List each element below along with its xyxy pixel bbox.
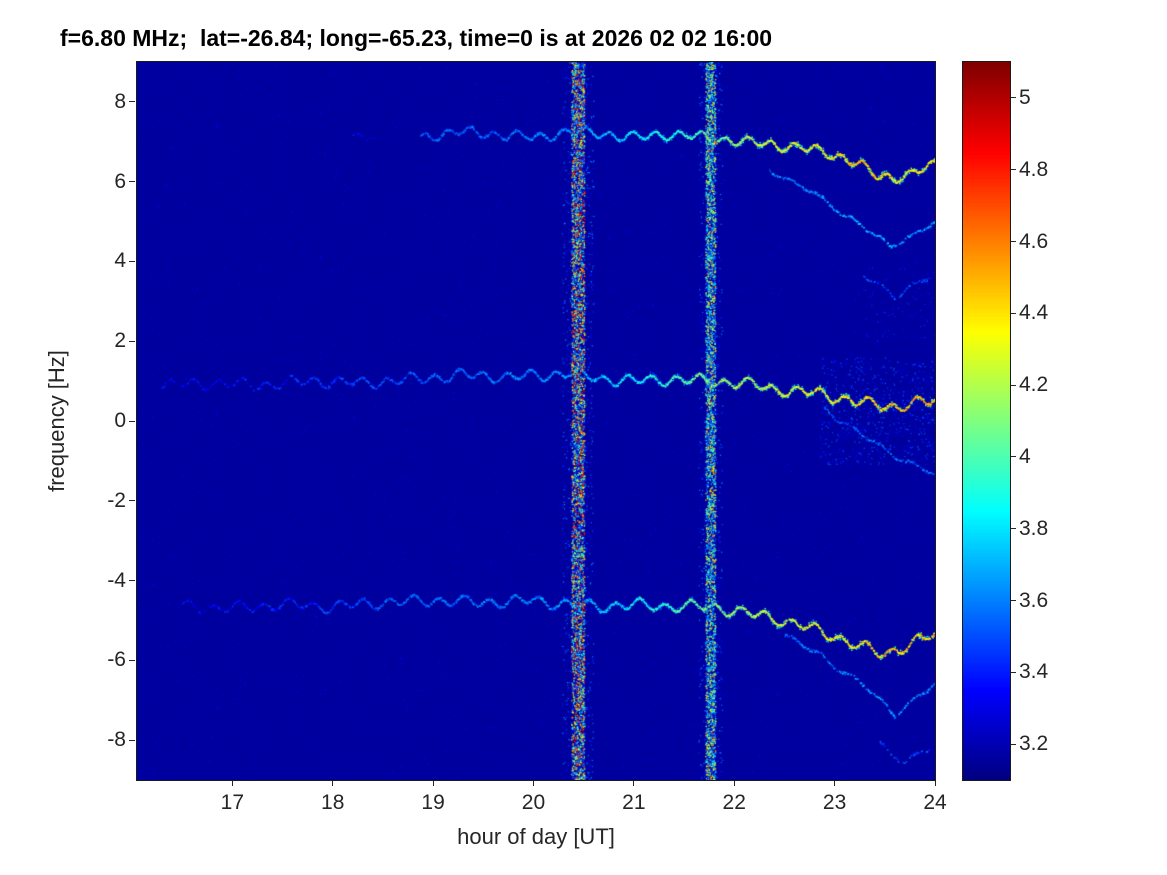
colorbar-tick-label: 3.2 xyxy=(1019,732,1049,756)
x-tick-label: 17 xyxy=(220,791,245,814)
y-tick-mark xyxy=(129,739,135,741)
y-tick-mark xyxy=(129,420,135,422)
y-tick-label: 0 xyxy=(114,409,126,432)
colorbar-tick-label: 4.6 xyxy=(1019,229,1049,253)
y-axis-label: frequency [Hz] xyxy=(44,350,69,492)
x-tick-mark xyxy=(633,781,635,786)
colorbar-tick-mark xyxy=(1011,528,1016,530)
x-tick-mark xyxy=(532,781,534,786)
x-axis-label: hour of day [UT] xyxy=(457,824,615,849)
y-tick-mark xyxy=(129,500,135,502)
y-tick-label: -6 xyxy=(107,648,126,672)
colorbar-tick-label: 3.6 xyxy=(1019,588,1049,612)
colorbar-tick-label: 3.8 xyxy=(1019,516,1049,540)
colorbar-tick-label: 4.4 xyxy=(1019,301,1049,325)
y-tick-mark xyxy=(129,101,135,103)
y-tick-mark xyxy=(129,659,135,661)
y-tick-label: -4 xyxy=(107,568,126,592)
colorbar-tick-mark xyxy=(1011,169,1016,171)
y-tick-label: -8 xyxy=(107,728,126,752)
y-tick-mark xyxy=(129,580,135,582)
x-tick-mark xyxy=(934,781,936,786)
x-tick-label: 21 xyxy=(622,791,646,814)
colorbar-tick-label: 3.4 xyxy=(1019,660,1049,684)
colorbar-tick-mark xyxy=(1011,743,1016,745)
x-tick-mark xyxy=(733,781,735,786)
colorbar-tick-mark xyxy=(1011,384,1016,386)
x-tick-label: 22 xyxy=(722,791,746,814)
x-tick-label: 24 xyxy=(923,791,947,814)
x-tick-mark xyxy=(231,781,233,786)
x-tick-label: 23 xyxy=(822,791,847,814)
y-tick-mark xyxy=(129,181,135,183)
colorbar-gradient xyxy=(962,61,1011,781)
y-tick-label: 2 xyxy=(114,329,126,353)
x-tick-label: 19 xyxy=(421,791,445,814)
y-tick-label: -2 xyxy=(107,488,126,512)
colorbar-tick-mark xyxy=(1011,97,1016,99)
colorbar-tick-mark xyxy=(1011,241,1016,242)
y-tick-label: 4 xyxy=(114,249,126,273)
y-tick-label: 8 xyxy=(114,89,126,113)
x-tick-mark xyxy=(834,781,836,786)
x-tick-mark xyxy=(332,781,334,786)
colorbar-tick-mark xyxy=(1011,456,1016,458)
y-tick-mark xyxy=(129,260,135,262)
spectrogram-plot xyxy=(136,61,936,781)
x-tick-mark xyxy=(432,781,434,786)
colorbar-tick-label: 5 xyxy=(1019,85,1031,109)
x-tick-label: 18 xyxy=(321,791,345,814)
y-tick-mark xyxy=(129,340,135,342)
colorbar-tick-label: 4.2 xyxy=(1019,373,1049,397)
x-tick-label: 20 xyxy=(521,791,546,814)
colorbar-tick-label: 4.8 xyxy=(1019,157,1049,181)
chart-title: f=6.80 MHz; lat=-26.84; long=-65.23, tim… xyxy=(60,25,773,51)
colorbar-tick-mark xyxy=(1011,312,1016,314)
colorbar-tick-label: 4 xyxy=(1019,444,1031,468)
y-tick-label: 6 xyxy=(114,169,126,193)
colorbar-tick-mark xyxy=(1011,671,1016,673)
colorbar-tick-mark xyxy=(1011,600,1016,601)
